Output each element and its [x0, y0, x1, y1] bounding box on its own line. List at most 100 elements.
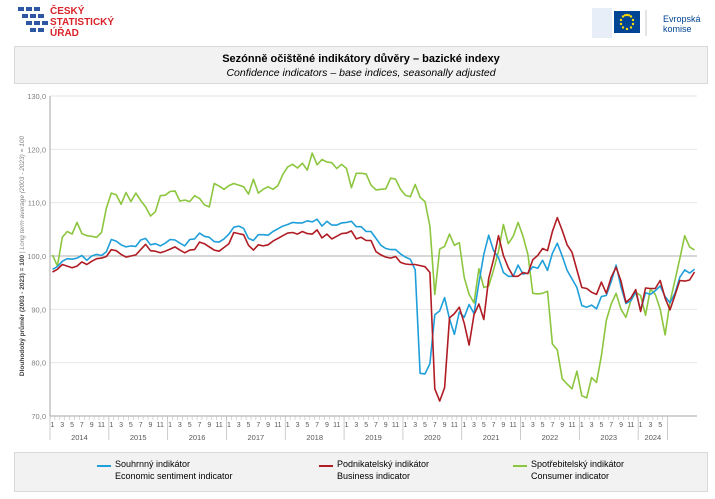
x-month-label: 3 — [119, 422, 123, 429]
x-year-label: 2019 — [365, 433, 382, 442]
x-month-label: 7 — [433, 422, 437, 429]
x-month-label: 9 — [90, 422, 94, 429]
y-tick-label: 100,0 — [27, 252, 46, 261]
x-month-label: 11 — [333, 422, 340, 429]
x-month-label: 1 — [521, 422, 525, 429]
x-month-label: 7 — [609, 422, 613, 429]
x-month-label: 7 — [315, 422, 319, 429]
x-month-label: 1 — [462, 422, 466, 429]
legend-label-business: Podnikatelský indikátor — [337, 459, 430, 469]
x-month-label: 9 — [149, 422, 153, 429]
x-year-label: 2016 — [189, 433, 206, 442]
y-tick-label: 120,0 — [27, 145, 46, 154]
czso-logo — [18, 7, 48, 32]
x-month-label: 9 — [207, 422, 211, 429]
x-month-label: 1 — [168, 422, 172, 429]
x-year-label: 2015 — [130, 433, 147, 442]
x-month-label: 3 — [648, 422, 652, 429]
x-month-label: 11 — [274, 422, 281, 429]
x-month-label: 11 — [451, 422, 458, 429]
x-month-label: 5 — [247, 422, 251, 429]
x-month-label: 3 — [60, 422, 64, 429]
x-month-label: 5 — [188, 422, 192, 429]
czso-logo-text: ČESKÝ STATISTICKÝ ÚŘAD — [50, 6, 114, 39]
x-month-label: 3 — [531, 422, 535, 429]
x-month-label: 3 — [237, 422, 241, 429]
x-month-label: 3 — [472, 422, 476, 429]
x-year-label: 2018 — [306, 433, 323, 442]
x-month-label: 9 — [325, 422, 329, 429]
x-month-label: 9 — [266, 422, 270, 429]
x-year-label: 2014 — [71, 433, 88, 442]
european-commission-text: Evropská komise — [663, 14, 701, 34]
european-commission-logo — [592, 8, 647, 38]
series-line-business — [52, 216, 696, 402]
x-month-label: 7 — [256, 422, 260, 429]
x-month-label: 7 — [492, 422, 496, 429]
x-month-label: 1 — [345, 422, 349, 429]
y-tick-label: 130,0 — [27, 92, 46, 101]
legend-swatch-economic — [97, 465, 111, 467]
x-month-label: 5 — [482, 422, 486, 429]
series-line-consumer — [51, 152, 695, 399]
x-month-label: 5 — [658, 422, 662, 429]
x-month-label: 7 — [80, 422, 84, 429]
x-month-label: 11 — [510, 422, 517, 429]
legend-sublabel-economic: Economic sentiment indicator — [115, 471, 233, 481]
series-line-economic — [52, 218, 695, 375]
ec-line-1: Evropská — [663, 14, 701, 24]
x-month-label: 7 — [550, 422, 554, 429]
x-month-label: 5 — [129, 422, 133, 429]
x-month-label: 3 — [590, 422, 594, 429]
x-month-label: 5 — [599, 422, 603, 429]
x-month-label: 9 — [384, 422, 388, 429]
ec-line-2: komise — [663, 24, 692, 34]
x-year-label: 2024 — [645, 433, 662, 442]
legend-sublabel-consumer: Consumer indicator — [531, 471, 610, 481]
legend-label-consumer: Spotřebitelský indikátor — [531, 459, 625, 469]
logo-line-2: STATISTICKÝ — [50, 17, 115, 28]
chart-area: 70,0 80,0 90,0 100,0 110,0 120,0 130,0 1 3 5 7 9 11 2… — [14, 84, 706, 448]
x-month-label: 11 — [215, 422, 222, 429]
chart-title-box: Sezónně očištěné indikátory důvěry – baz… — [14, 46, 708, 84]
x-month-label: 5 — [70, 422, 74, 429]
chart-title: Sezónně očištěné indikátory důvěry – baz… — [222, 53, 500, 65]
x-month-label: 5 — [423, 422, 427, 429]
x-month-label: 3 — [413, 422, 417, 429]
x-month-label: 9 — [501, 422, 505, 429]
chart-subtitle: Confidence indicators – base indices, se… — [226, 67, 496, 79]
x-year-label: 2022 — [542, 433, 559, 442]
x-month-label: 7 — [139, 422, 143, 429]
x-month-label: 3 — [354, 422, 358, 429]
header: ČESKÝ STATISTICKÝ ÚŘAD Evropská komise — [0, 0, 715, 42]
x-year-label: 2020 — [424, 433, 441, 442]
x-month-label: 11 — [157, 422, 164, 429]
x-month-label: 5 — [305, 422, 309, 429]
y-axis-title: Dlouhodobý průměr (2003 - 2023) = 100 | … — [18, 136, 26, 377]
x-month-label: 1 — [50, 422, 54, 429]
x-month-label: 1 — [227, 422, 231, 429]
legend-label-economic: Souhrnný indikátor — [115, 459, 191, 469]
logo-line-3: ÚŘAD — [50, 28, 79, 39]
x-year-label: 2021 — [483, 433, 500, 442]
x-month-label: 5 — [541, 422, 545, 429]
x-year-label: 2023 — [600, 433, 617, 442]
x-month-label: 1 — [286, 422, 290, 429]
x-month-label: 5 — [364, 422, 368, 429]
x-month-label: 7 — [198, 422, 202, 429]
x-year-label: 2017 — [248, 433, 265, 442]
x-month-label: 9 — [619, 422, 623, 429]
x-month-label: 9 — [560, 422, 564, 429]
x-month-label: 1 — [403, 422, 407, 429]
x-month-label: 7 — [374, 422, 378, 429]
x-month-label: 1 — [580, 422, 584, 429]
y-tick-label: 70,0 — [31, 412, 46, 421]
x-month-label: 11 — [627, 422, 634, 429]
x-month-label: 11 — [392, 422, 399, 429]
logo-line-1: ČESKÝ — [50, 6, 85, 17]
y-tick-label: 80,0 — [31, 359, 46, 368]
x-month-label: 11 — [568, 422, 575, 429]
y-tick-label: 110,0 — [28, 199, 46, 208]
legend-swatch-consumer — [513, 465, 527, 467]
